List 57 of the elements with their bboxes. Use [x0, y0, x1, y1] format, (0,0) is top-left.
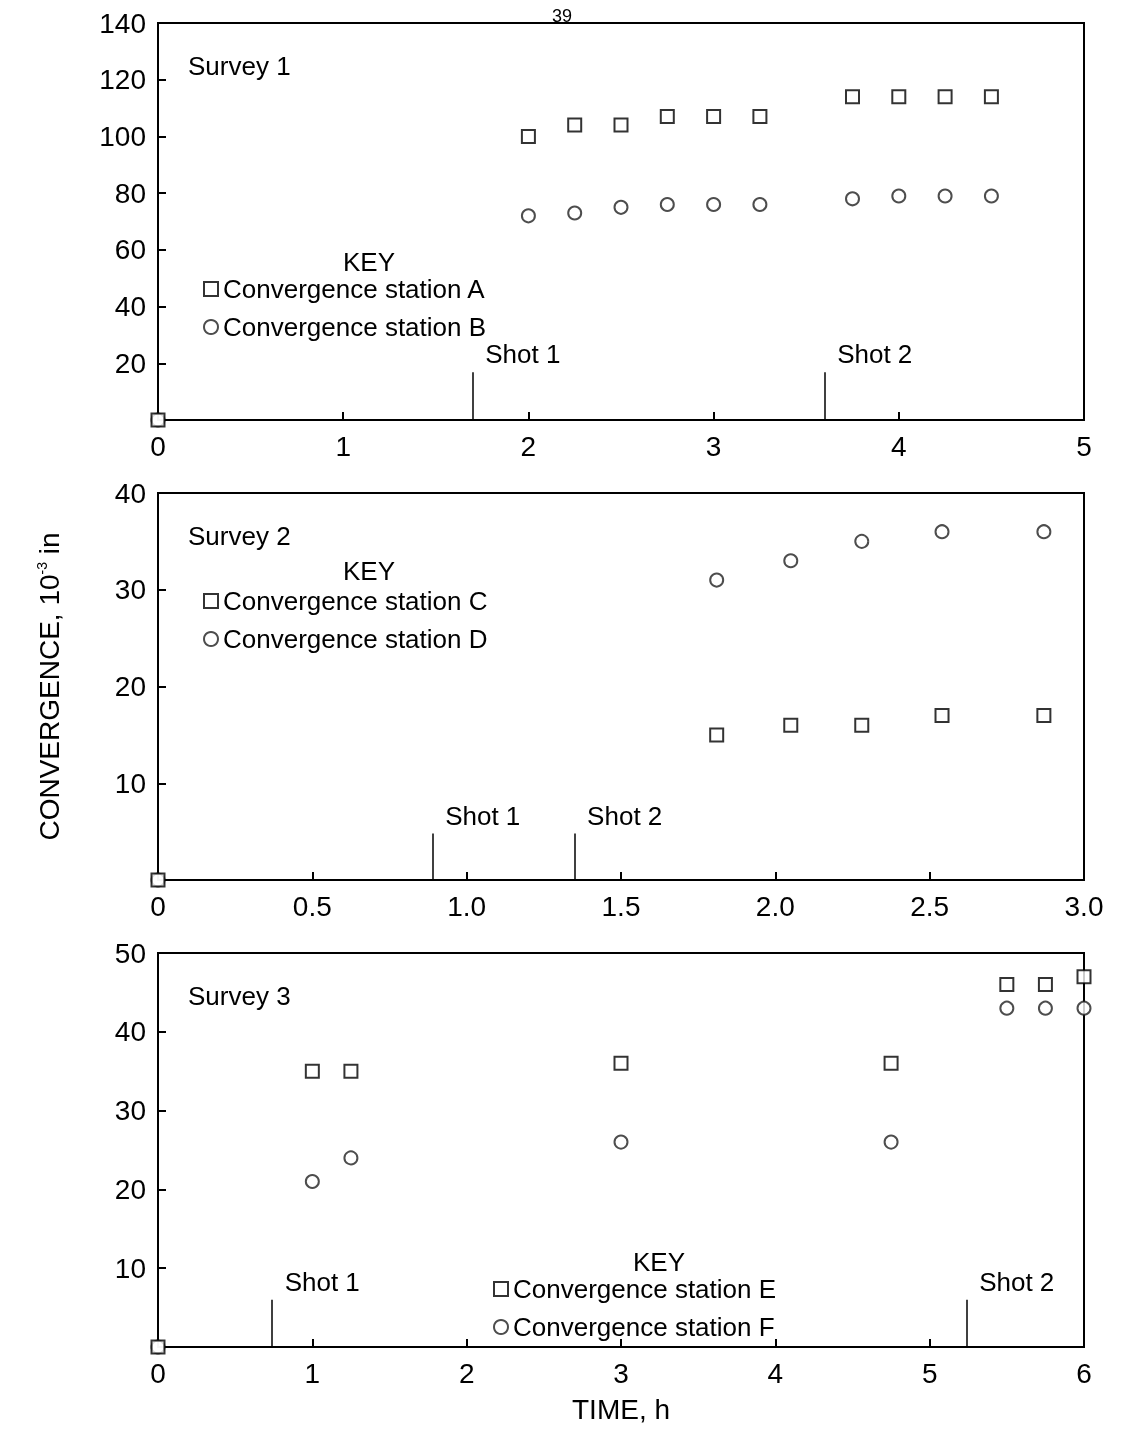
y-tick-label: 40	[114, 1016, 146, 1048]
x-tick-label: 4	[767, 1357, 784, 1389]
x-tick-label: 3	[705, 430, 722, 462]
y-tick-label: 20	[114, 1173, 146, 1205]
text: Survey 1	[188, 51, 291, 81]
y-tick-label: 40	[114, 477, 146, 509]
annotation: 39	[551, 6, 573, 26]
ref-line-label: Shot 2	[587, 800, 663, 831]
x-tick-label: 1	[304, 1357, 321, 1389]
y-tick-label: 30	[114, 574, 146, 606]
legend-label: Convergence station E	[513, 1274, 777, 1304]
x-tick-label: 2.5	[910, 890, 950, 922]
y-tick-label: 30	[114, 1095, 146, 1127]
x-tick-label: 1	[335, 430, 351, 462]
ref-line-label: Shot 1	[445, 800, 521, 831]
text: Survey 2	[188, 521, 291, 551]
legend-label: Convergence station B	[223, 312, 487, 342]
ref-line-label: Shot 2	[837, 339, 913, 370]
x-tick-label: 5	[1076, 430, 1092, 462]
legend-label: Convergence station D	[223, 624, 488, 654]
y-tick-label: 50	[114, 937, 146, 969]
y-tick-label: 20	[114, 347, 146, 379]
legend-title: KEY	[343, 247, 396, 277]
legend-label: Convergence station A	[223, 274, 486, 304]
x-tick-label: 0	[150, 1357, 166, 1389]
y-tick-label: 80	[114, 177, 146, 209]
y-axis-title: CONVERGENCE, 10-3 in	[33, 532, 65, 841]
x-axis-title: TIME, h	[571, 1393, 671, 1425]
text: Survey 3	[188, 981, 291, 1011]
y-tick-label: 60	[114, 234, 146, 266]
y-tick-label: 10	[114, 767, 146, 799]
x-tick-label: 3	[613, 1357, 629, 1389]
x-tick-label: 4	[891, 430, 907, 462]
x-tick-label: 3.0	[1064, 890, 1104, 922]
x-tick-label: 0	[150, 890, 166, 922]
legend-label: Convergence station F	[513, 1312, 775, 1342]
y-tick-label: 100	[99, 120, 146, 152]
y-tick-label: 40	[114, 291, 146, 323]
x-tick-label: 2	[520, 430, 537, 462]
x-tick-label: 0.5	[292, 890, 332, 922]
x-tick-label: 2.0	[755, 890, 795, 922]
x-tick-label: 2	[458, 1357, 475, 1389]
y-tick-label: 10	[114, 1252, 146, 1284]
x-tick-label: 1.5	[601, 890, 641, 922]
x-tick-label: 1.0	[447, 890, 487, 922]
y-tick-label: 20	[114, 671, 146, 702]
ref-line-label: Shot 1	[284, 1266, 360, 1297]
x-tick-label: 5	[921, 1357, 938, 1389]
legend-title: KEY	[633, 1247, 686, 1277]
ref-line-label: Shot 2	[979, 1266, 1055, 1297]
legend-label: Convergence station C	[223, 586, 488, 616]
y-tick-label: 120	[99, 64, 146, 96]
x-tick-label: 6	[1076, 1357, 1092, 1389]
x-tick-label: 0	[150, 430, 166, 462]
ref-line-label: Shot 1	[485, 339, 561, 370]
y-tick-label: 140	[99, 7, 146, 39]
legend-title: KEY	[343, 556, 396, 586]
